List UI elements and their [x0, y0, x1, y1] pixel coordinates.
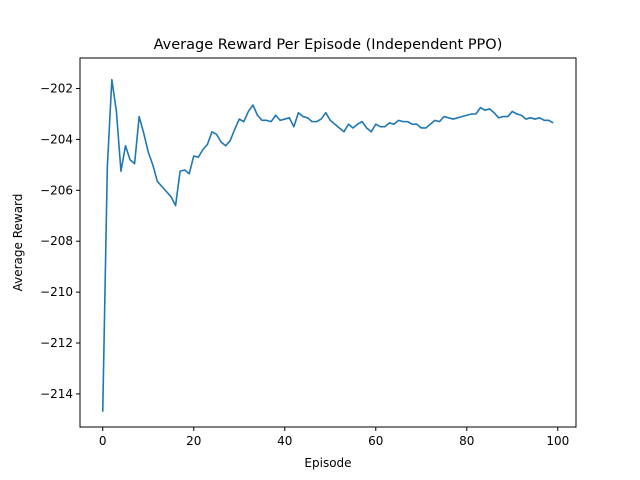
x-tick-label: 20: [186, 434, 201, 448]
y-tick-label: −210: [40, 285, 73, 299]
x-tick-label: 80: [459, 434, 474, 448]
x-tick-label: 60: [368, 434, 383, 448]
x-tick-label: 40: [277, 434, 292, 448]
plot-frame: [79, 57, 577, 428]
ticks-layer: 0 20 40 60 80 100 −214 −212 −210 −208 −206 −204 −202: [40, 82, 569, 448]
series-line: [101, 78, 554, 412]
y-axis-label: Average Reward: [11, 194, 25, 292]
series-layer: [101, 78, 554, 412]
y-tick-label: −212: [40, 336, 73, 350]
x-tick-label: 0: [99, 434, 107, 448]
y-tick-label: −204: [40, 132, 73, 146]
y-tick-label: −202: [40, 82, 73, 96]
x-tick-label: 100: [546, 434, 569, 448]
y-tick-label: −206: [40, 183, 73, 197]
y-tick-label: −214: [40, 387, 73, 401]
x-axis-label: Episode: [304, 456, 351, 470]
y-tick-label: −208: [40, 234, 73, 248]
chart-title: Average Reward Per Episode (Independent …: [154, 37, 503, 53]
